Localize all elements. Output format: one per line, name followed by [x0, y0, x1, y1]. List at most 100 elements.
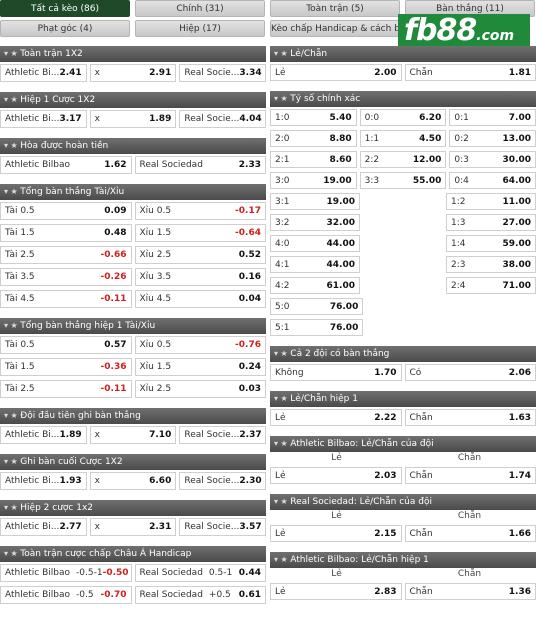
odds-cell[interactable]: Real Sociedad 0.5-1 0.44: [134, 564, 266, 582]
odds-cell[interactable]: 2:3 38.00: [446, 256, 536, 273]
odds-cell[interactable]: Xỉu 2.5 0.03: [134, 380, 266, 398]
odds-cell[interactable]: Có 2.06: [404, 364, 536, 381]
odds-cell[interactable]: 2:4 71.00: [446, 277, 536, 294]
odds-cell[interactable]: Athletic Bi... 1.89: [0, 426, 87, 444]
odds-cell[interactable]: Chẵn 1.66: [404, 525, 536, 542]
market-header[interactable]: Tỷ số chính xác: [270, 91, 536, 107]
odds-cell[interactable]: 3:1 19.00: [270, 193, 360, 210]
odds-cell[interactable]: Chẵn 1.74: [404, 467, 536, 484]
odds-cell[interactable]: Real Socie... 3.34: [179, 64, 267, 82]
tab[interactable]: Chính (31): [135, 0, 265, 17]
odds-cell[interactable]: Athletic Bi... 1.93: [0, 472, 87, 490]
empty-cell: [363, 256, 443, 273]
odds-cell[interactable]: Athletic Bilbao -0.5-1 -0.50: [0, 564, 132, 582]
tab[interactable]: Hiệp (17): [135, 20, 265, 37]
tab[interactable]: Phạt góc (4): [0, 20, 130, 37]
odds-cell[interactable]: Xỉu 1.5 0.24: [134, 358, 266, 376]
market-header[interactable]: Hiệp 2 cược 1x2: [0, 500, 266, 516]
odds-cell[interactable]: x 2.31: [89, 518, 177, 536]
odds-cell[interactable]: Real Socie... 3.57: [179, 518, 267, 536]
odds-cell[interactable]: Không 1.70: [270, 364, 402, 381]
odds-cell[interactable]: 0:1 7.00: [449, 109, 536, 126]
odds-cell[interactable]: Tài 0.5 0.09: [0, 202, 132, 220]
odds: 44.00: [326, 259, 355, 270]
odds-cell[interactable]: Xỉu 2.5 0.52: [134, 246, 266, 264]
market-header[interactable]: Hòa được hoàn tiền: [0, 138, 266, 154]
odds-cell[interactable]: Athletic Bi... 3.17: [0, 110, 87, 128]
odds-cell[interactable]: Athletic Bilbao -0.5 -0.70: [0, 586, 132, 604]
market-header[interactable]: Toàn trận 1X2: [0, 46, 266, 62]
odds-cell[interactable]: Athletic Bilbao 1.62: [0, 156, 132, 174]
odds-cell[interactable]: Tài 2.5 -0.11: [0, 380, 132, 398]
odds-cell[interactable]: Real Socie... 2.37: [179, 426, 267, 444]
odds-cell[interactable]: 2:0 8.80: [270, 130, 357, 147]
odds-cell[interactable]: Tài 2.5 -0.66: [0, 246, 132, 264]
odds-cell[interactable]: Chẵn 1.81: [404, 64, 536, 81]
odds-cell[interactable]: 0:2 13.00: [449, 130, 536, 147]
odds-cell[interactable]: Xỉu 3.5 0.16: [134, 268, 266, 286]
market-header[interactable]: Lẻ/Chẵn hiệp 1: [270, 391, 536, 407]
tab[interactable]: Toàn trận (5): [270, 0, 400, 17]
tab[interactable]: Kèo chấp Handicap & cách biệt (5): [270, 20, 400, 37]
odds-cell[interactable]: 3:3 55.00: [359, 172, 447, 189]
odds-cell[interactable]: Tài 4.5 -0.11: [0, 290, 132, 308]
selection-label: Athletic Bi...: [5, 476, 60, 486]
odds-cell[interactable]: x 1.89: [89, 110, 177, 128]
odds-cell[interactable]: Tài 0.5 0.57: [0, 336, 132, 354]
market-header[interactable]: Hiệp 1 Cược 1X2: [0, 92, 266, 108]
odds-cell[interactable]: Chẵn 1.63: [404, 409, 536, 426]
market-header[interactable]: Cả 2 đội có bàn thắng: [270, 346, 536, 362]
odds-cell[interactable]: Lẻ 2.00: [270, 64, 402, 81]
odds-cell[interactable]: Lẻ 2.15: [270, 525, 402, 542]
odds-cell[interactable]: 5:0 76.00: [270, 298, 364, 315]
tab[interactable]: Tất cả kèo (86): [0, 0, 130, 17]
odds-cell[interactable]: Real Sociedad 2.33: [134, 156, 266, 174]
odds-cell[interactable]: 1:3 27.00: [446, 214, 536, 231]
odds-cell[interactable]: x 2.91: [89, 64, 177, 82]
odds-cell[interactable]: Xỉu 0.5 -0.17: [134, 202, 266, 220]
market-header[interactable]: Real Sociedad: Lẻ/Chẵn của đội: [270, 494, 536, 510]
market-header[interactable]: Ghi bàn cuối Cược 1X2: [0, 454, 266, 470]
empty-cell: [366, 319, 449, 336]
odds-cell[interactable]: Lẻ 2.03: [270, 467, 402, 484]
odds-cell[interactable]: 3:0 19.00: [270, 172, 357, 189]
odds-cell[interactable]: 2:2 12.00: [359, 151, 447, 168]
market-header[interactable]: Tổng bàn thắng hiệp 1 Tài/Xỉu: [0, 318, 266, 334]
odds-cell[interactable]: 4:1 44.00: [270, 256, 360, 273]
odds-cell[interactable]: 0:4 64.00: [449, 172, 536, 189]
odds-cell[interactable]: Real Socie... 4.04: [179, 110, 267, 128]
market-header[interactable]: Đội đầu tiên ghi bàn thắng: [0, 408, 266, 424]
odds-cell[interactable]: Lẻ 2.83: [270, 583, 402, 600]
market-header[interactable]: Tổng bàn thắng Tài/Xỉu: [0, 184, 266, 200]
odds-cell[interactable]: Tài 1.5 -0.36: [0, 358, 132, 376]
odds-cell[interactable]: 1:4 59.00: [446, 235, 536, 252]
odds-cell[interactable]: 4:0 44.00: [270, 235, 360, 252]
odds-cell[interactable]: x 7.10: [89, 426, 177, 444]
odds-cell[interactable]: 1:1 4.50: [359, 130, 447, 147]
odds-cell[interactable]: 3:2 32.00: [270, 214, 360, 231]
odds-cell[interactable]: Tài 1.5 0.48: [0, 224, 132, 242]
market-header[interactable]: Athletic Bilbao: Lẻ/Chẵn của đội: [270, 436, 536, 452]
market-header[interactable]: Lẻ/Chẵn: [270, 46, 536, 62]
odds-cell[interactable]: Athletic Bi... 2.41: [0, 64, 87, 82]
odds-cell[interactable]: 1:2 11.00: [446, 193, 536, 210]
odds-cell[interactable]: x 6.60: [89, 472, 177, 490]
sub-header: Lẻ Chẵn: [270, 452, 536, 465]
odds-cell[interactable]: Xỉu 4.5 0.04: [134, 290, 266, 308]
odds-cell[interactable]: Lẻ 2.22: [270, 409, 402, 426]
odds-cell[interactable]: 2:1 8.60: [270, 151, 357, 168]
odds-cell[interactable]: Xỉu 1.5 -0.64: [134, 224, 266, 242]
odds-cell[interactable]: 5:1 76.00: [270, 319, 364, 336]
odds-cell[interactable]: 0:3 30.00: [449, 151, 536, 168]
odds-cell[interactable]: Chẵn 1.36: [404, 583, 536, 600]
odds-cell[interactable]: Real Socie... 2.30: [179, 472, 267, 490]
market-header[interactable]: Athletic Bilbao: Lẻ/Chẵn hiệp 1: [270, 552, 536, 568]
odds-cell[interactable]: 1:0 5.40: [270, 109, 357, 126]
odds-cell[interactable]: Real Sociedad +0.5 0.61: [134, 586, 266, 604]
odds-cell[interactable]: 0:0 6.20: [359, 109, 447, 126]
odds-cell[interactable]: Xỉu 0.5 -0.76: [134, 336, 266, 354]
market-header[interactable]: Toàn trận cược chấp Châu Á Handicap: [0, 546, 266, 562]
odds-cell[interactable]: Tài 3.5 -0.26: [0, 268, 132, 286]
odds-cell[interactable]: Athletic Bi... 2.77: [0, 518, 87, 536]
odds-cell[interactable]: 4:2 61.00: [270, 277, 360, 294]
